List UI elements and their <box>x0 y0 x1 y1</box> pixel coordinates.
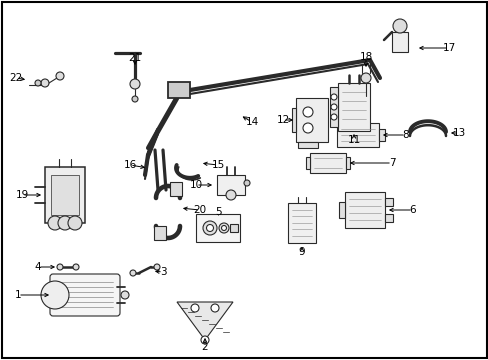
Text: 18: 18 <box>359 52 372 62</box>
Bar <box>346 157 349 169</box>
Circle shape <box>73 264 79 270</box>
Circle shape <box>68 216 82 230</box>
Bar <box>309 153 346 173</box>
Circle shape <box>392 19 406 33</box>
Circle shape <box>35 80 41 86</box>
Circle shape <box>41 281 69 309</box>
Text: 12: 12 <box>276 115 289 125</box>
Circle shape <box>130 79 140 89</box>
Bar <box>378 129 384 141</box>
Bar <box>45 167 85 223</box>
Bar <box>391 32 407 52</box>
Circle shape <box>206 225 213 231</box>
Circle shape <box>132 96 138 102</box>
Circle shape <box>244 180 249 186</box>
Circle shape <box>210 304 219 312</box>
Text: 7: 7 <box>388 158 394 168</box>
Text: 11: 11 <box>346 135 360 145</box>
Text: 16: 16 <box>123 160 136 170</box>
Circle shape <box>56 72 64 80</box>
Circle shape <box>225 190 236 200</box>
Text: 19: 19 <box>15 190 29 200</box>
Bar <box>291 108 295 132</box>
Bar <box>196 214 240 242</box>
Bar <box>217 175 244 195</box>
Text: 13: 13 <box>451 128 465 138</box>
Bar <box>168 82 190 98</box>
Circle shape <box>57 264 63 270</box>
Circle shape <box>303 107 312 117</box>
Text: 6: 6 <box>409 205 415 215</box>
Bar <box>154 226 165 240</box>
Circle shape <box>201 336 208 344</box>
Bar <box>345 192 384 228</box>
Bar <box>297 142 317 148</box>
Text: 21: 21 <box>128 53 142 63</box>
Bar <box>384 214 392 222</box>
Text: 5: 5 <box>214 207 221 217</box>
Bar <box>384 198 392 206</box>
Bar <box>337 83 369 131</box>
Circle shape <box>41 79 49 87</box>
Bar <box>305 157 309 169</box>
Circle shape <box>221 225 226 230</box>
Polygon shape <box>177 302 232 340</box>
Bar <box>338 202 345 218</box>
Bar <box>51 175 79 215</box>
Circle shape <box>219 223 228 233</box>
Text: 3: 3 <box>160 267 166 277</box>
Circle shape <box>203 221 217 235</box>
Text: 9: 9 <box>298 247 305 257</box>
Circle shape <box>130 270 136 276</box>
Circle shape <box>191 304 199 312</box>
Text: 14: 14 <box>245 117 258 127</box>
Bar <box>336 123 378 147</box>
FancyBboxPatch shape <box>50 274 120 316</box>
Bar <box>295 98 327 142</box>
Text: 8: 8 <box>402 130 408 140</box>
Bar <box>229 224 238 232</box>
Bar <box>329 87 337 127</box>
Text: 2: 2 <box>201 342 208 352</box>
Circle shape <box>121 291 129 299</box>
Text: 20: 20 <box>193 205 206 215</box>
Circle shape <box>330 104 336 110</box>
Text: 4: 4 <box>35 262 41 272</box>
Circle shape <box>48 216 62 230</box>
Text: 10: 10 <box>189 180 202 190</box>
Text: 15: 15 <box>211 160 224 170</box>
Bar <box>287 203 315 243</box>
Text: 1: 1 <box>15 290 21 300</box>
Bar <box>170 182 182 196</box>
Circle shape <box>303 123 312 133</box>
Circle shape <box>154 264 160 270</box>
Text: 22: 22 <box>9 73 22 83</box>
Circle shape <box>330 94 336 100</box>
Circle shape <box>360 73 370 83</box>
Circle shape <box>330 114 336 120</box>
Text: 17: 17 <box>442 43 455 53</box>
Circle shape <box>58 216 72 230</box>
